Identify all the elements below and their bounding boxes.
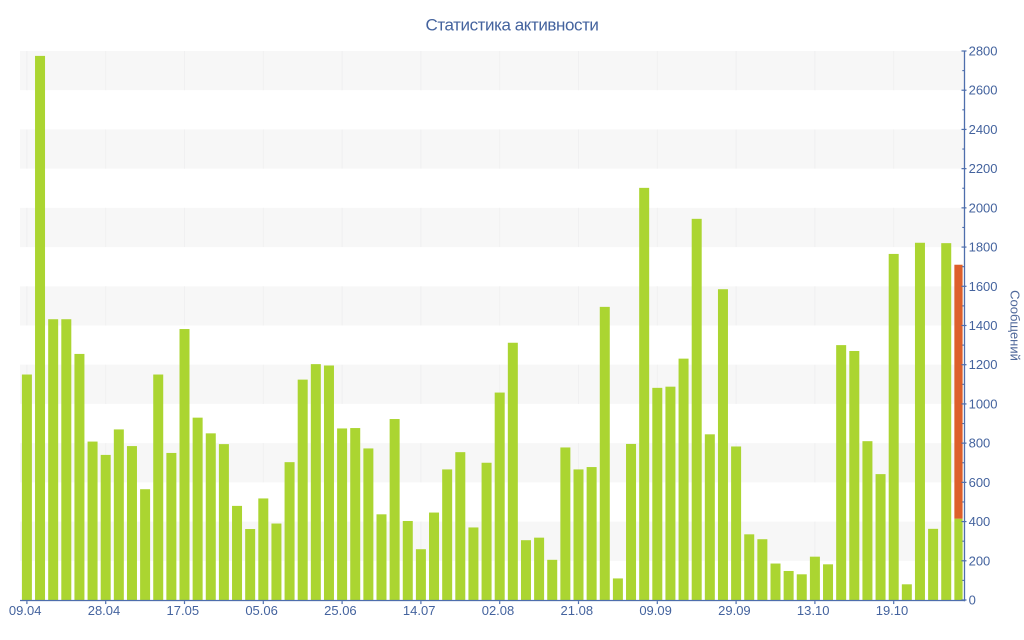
svg-text:25.06: 25.06: [324, 603, 357, 618]
svg-text:28.04: 28.04: [88, 603, 121, 618]
svg-text:2800: 2800: [969, 44, 998, 59]
svg-text:1800: 1800: [969, 240, 998, 255]
svg-text:400: 400: [969, 514, 991, 529]
svg-text:17.05: 17.05: [167, 603, 200, 618]
svg-text:800: 800: [969, 436, 991, 451]
svg-text:13.10: 13.10: [797, 603, 830, 618]
svg-text:14.07: 14.07: [403, 603, 436, 618]
svg-text:09.09: 09.09: [639, 603, 672, 618]
svg-text:0: 0: [969, 593, 976, 608]
svg-text:2000: 2000: [969, 200, 998, 215]
svg-text:1400: 1400: [969, 318, 998, 333]
svg-text:1600: 1600: [969, 279, 998, 294]
svg-text:19.10: 19.10: [876, 603, 909, 618]
svg-text:29.09: 29.09: [718, 603, 751, 618]
svg-text:1000: 1000: [969, 396, 998, 411]
svg-text:2400: 2400: [969, 122, 998, 137]
svg-text:Сообщений: Сообщений: [1008, 290, 1023, 361]
svg-text:600: 600: [969, 475, 991, 490]
svg-text:02.08: 02.08: [482, 603, 515, 618]
svg-text:21.08: 21.08: [561, 603, 594, 618]
svg-text:Статистика активности: Статистика активности: [426, 16, 599, 35]
svg-text:05.06: 05.06: [245, 603, 278, 618]
svg-text:2600: 2600: [969, 83, 998, 98]
svg-text:2200: 2200: [969, 161, 998, 176]
svg-text:200: 200: [969, 553, 991, 568]
svg-text:09.04: 09.04: [9, 603, 42, 618]
svg-text:1200: 1200: [969, 357, 998, 372]
